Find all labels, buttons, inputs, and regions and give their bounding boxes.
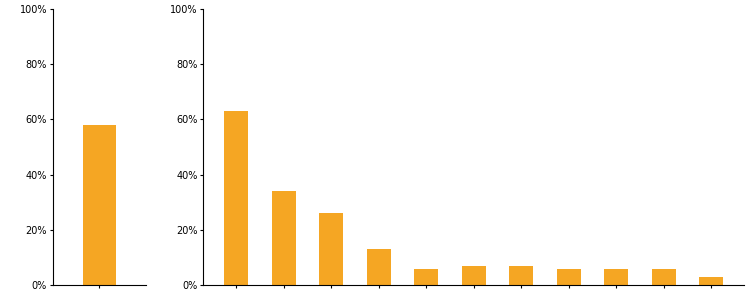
Bar [652, 269, 675, 285]
Bar [462, 266, 486, 285]
Bar [225, 111, 248, 285]
Bar [414, 269, 438, 285]
Bar [605, 269, 628, 285]
Bar [699, 277, 723, 285]
Bar [320, 213, 343, 285]
Bar [272, 191, 296, 285]
Bar [83, 125, 116, 285]
Bar [557, 269, 581, 285]
Bar [509, 266, 533, 285]
Bar [367, 249, 391, 285]
